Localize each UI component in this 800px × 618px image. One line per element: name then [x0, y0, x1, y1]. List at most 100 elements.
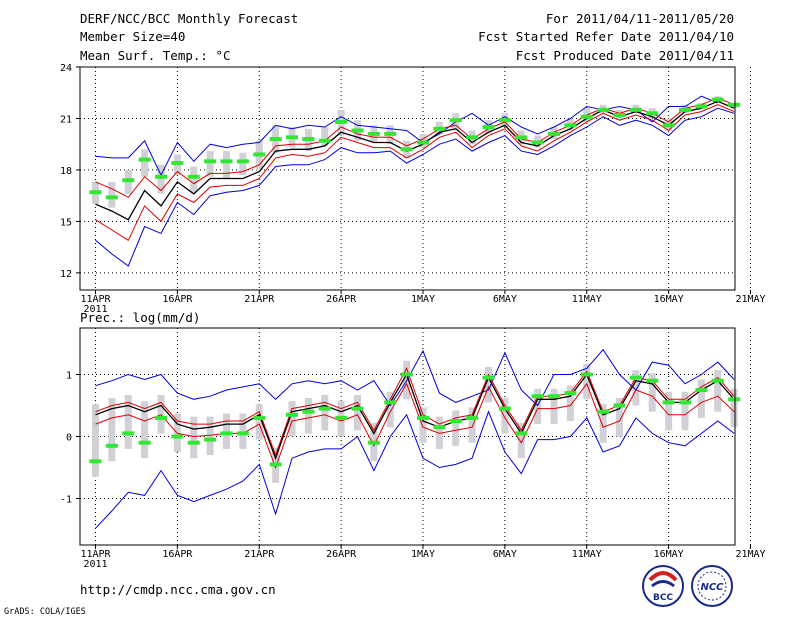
temp-median-mark [384, 131, 397, 136]
prec-ytick-label: -1 [60, 495, 72, 506]
temp-median-mark [629, 107, 642, 112]
source-url[interactable]: http://cmdp.ncc.cma.gov.cn [80, 582, 276, 597]
prec-median-mark [711, 378, 724, 383]
prec-ytick-label: 1 [66, 371, 72, 382]
temp-median-mark [646, 111, 659, 116]
temp-median-mark [187, 174, 200, 179]
prec-median-mark [695, 388, 708, 392]
prec-median-mark [187, 440, 200, 445]
temp-series-lower [95, 104, 735, 242]
prec-median-mark [89, 459, 102, 464]
prec-median-mark [613, 403, 626, 408]
temp-box [157, 164, 165, 194]
prec-box [730, 388, 738, 428]
temp-box [321, 127, 329, 146]
temp-year-label: 2011 [83, 304, 107, 315]
temp-median-mark [613, 113, 626, 118]
temp-median-mark [498, 118, 511, 123]
prec-box [321, 394, 329, 431]
prec-median-mark [286, 412, 298, 417]
temp-median-mark [466, 135, 479, 140]
bcc-logo: BCC [642, 565, 684, 607]
prec-median-mark [466, 415, 479, 420]
prec-box [190, 416, 198, 459]
prec-box [714, 370, 722, 412]
prec-box [304, 398, 312, 434]
prec-median-mark [580, 372, 593, 377]
prec-median-mark [482, 375, 495, 380]
temp-xtick-label: 16APR [162, 294, 193, 305]
temp-ytick-label: 15 [60, 217, 72, 228]
temp-median-mark [728, 102, 741, 107]
prec-year-label: 2011 [83, 559, 107, 570]
prec-box [501, 398, 509, 434]
variable-label: Mean Surf. Temp.: °C [80, 48, 231, 63]
prec-median-mark [253, 415, 266, 420]
temp-median-mark [597, 107, 610, 112]
prec-median-mark [302, 409, 315, 414]
prec-box [485, 367, 492, 403]
prec-box [468, 407, 476, 443]
prec-box [124, 394, 132, 449]
temp-median-mark [711, 97, 724, 102]
prec-box [665, 391, 673, 431]
temp-xtick-label: 6MAY [493, 294, 517, 305]
prec-box [517, 422, 525, 459]
prec-box [108, 398, 116, 462]
prec-box [157, 394, 165, 434]
forecast-period-label: For 2011/04/11-2011/05/20 [546, 11, 734, 26]
temp-median-mark [449, 118, 462, 123]
temp-xtick-label: 1MAY [411, 294, 435, 305]
temp-box [223, 151, 230, 179]
prec-series-mean [95, 372, 735, 461]
ncc-logo-text: NCC [700, 582, 724, 593]
temp-box [239, 152, 247, 176]
bcc-logo-text: BCC [653, 593, 673, 603]
temp-median-mark [155, 174, 167, 179]
prec-box [354, 394, 361, 431]
grads-credit: GrADS: COLA/IGES [4, 607, 86, 617]
prec-median-mark [220, 431, 233, 436]
temp-median-mark [433, 126, 446, 131]
prec-median-mark [269, 462, 282, 467]
prec-xtick-label: 16APR [162, 549, 193, 560]
prec-median-mark [515, 431, 528, 436]
prec-box [419, 407, 427, 443]
temp-median-mark [269, 137, 282, 142]
precipitation-panel: -1 0 1 11APR 16APR 21APR 26APR 1MAY 6MAY 11MAY 16M… [60, 327, 766, 570]
prec-median-mark [122, 431, 135, 436]
temp-series-min [95, 107, 735, 267]
prec-median-mark [351, 406, 364, 411]
temp-median-mark [367, 131, 380, 136]
prec-box [566, 385, 574, 421]
prec-median-mark [204, 437, 217, 442]
prec-box [255, 404, 263, 440]
prec-box [223, 413, 230, 449]
temp-series-upper [95, 97, 735, 199]
temp-median-mark [564, 123, 577, 128]
prec-series-max [95, 348, 735, 407]
prec-median-mark [662, 400, 675, 405]
prec-box [141, 401, 149, 459]
temp-median-mark [515, 135, 528, 140]
prec-series-min [95, 410, 735, 529]
temp-median-mark [253, 152, 266, 157]
prec-xtick-label: 16MAY [654, 549, 684, 560]
temp-median-mark [695, 104, 708, 109]
temp-ytick-label: 18 [60, 166, 72, 177]
temp-median-mark [400, 147, 413, 152]
temp-xtick-label: 26APR [326, 294, 357, 305]
prec-median-mark [728, 397, 741, 402]
temp-median-mark [236, 159, 249, 164]
temperature-panel: 12 15 18 21 24 11APR 16APR 21APR 26APR 1MAY 6MAY 11… [60, 63, 766, 315]
member-size-label: Member Size=40 [80, 29, 185, 44]
prec-median-mark [400, 372, 413, 377]
temp-median-mark [482, 125, 495, 130]
prec-box [534, 388, 542, 425]
temp-median-mark [286, 135, 298, 140]
prec-box [435, 416, 443, 449]
temp-box [141, 149, 149, 177]
prec-box [681, 391, 689, 431]
temp-median-mark [220, 159, 233, 164]
